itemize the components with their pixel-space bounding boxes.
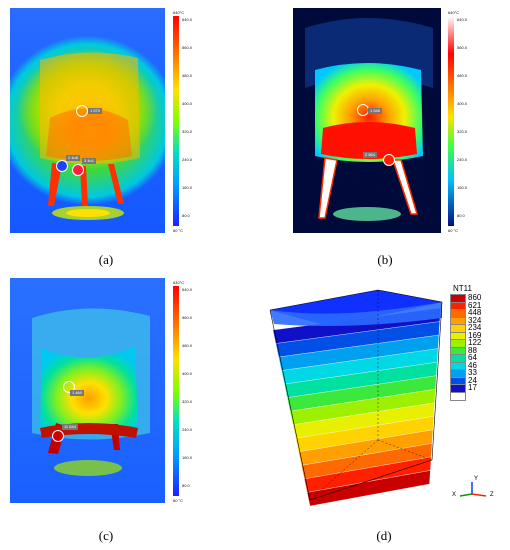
thermal-image-a: 1 570 2 4u6 3 4u1 bbox=[10, 8, 165, 233]
scale-tick: 320.0 bbox=[182, 129, 193, 134]
triad-x-label: X bbox=[452, 492, 457, 498]
scale-tick: 320.0 bbox=[182, 399, 193, 404]
scale-tick: 80.0 bbox=[457, 213, 465, 218]
contour-legend: 860 621 448 324 234 169 122 88 64 46 33 24 17 bbox=[450, 293, 510, 404]
marker-crosshair-a3 bbox=[72, 164, 84, 176]
legend-value: 33 bbox=[468, 368, 477, 377]
fem-contour-cube bbox=[269, 289, 443, 507]
legend-value: 24 bbox=[468, 375, 477, 385]
legend-value: 88 bbox=[468, 345, 477, 355]
caption-a: (a) bbox=[98, 252, 114, 267]
scale-tick: 640.0 bbox=[182, 17, 193, 22]
marker-crosshair-c2 bbox=[52, 430, 64, 442]
thermal-panel-a: 1 570 2 4u6 3 4u1 640°C 640.0 560.0 480.… bbox=[10, 8, 210, 243]
axis-triad: X Y Z bbox=[450, 476, 500, 506]
scale-tick: 160.0 bbox=[182, 185, 193, 190]
color-scale-c: 640°C 640.0 560.0 480.0 400.0 320.0 240.… bbox=[173, 280, 203, 503]
marker-label-c1: 1 460 bbox=[70, 390, 85, 396]
scale-tick: 240.0 bbox=[182, 157, 193, 162]
caption-d: (d) bbox=[376, 528, 392, 543]
triad-z-label: Z bbox=[490, 492, 494, 498]
legend-value: 17 bbox=[468, 383, 477, 392]
scale-tick: 480.0 bbox=[457, 73, 468, 78]
thermal-shapes-c bbox=[32, 308, 150, 476]
marker-crosshair-a2 bbox=[56, 160, 68, 172]
scale-bottom-label: 60 °C bbox=[173, 228, 184, 233]
thermal-panel-b: 1 545 2 664 640°C 640.0 560.0 480.0 400.… bbox=[293, 8, 493, 243]
fem-panel-d: NT11 860 621 448 324 234 169 122 88 64 46 33 24 17 X… bbox=[260, 280, 510, 520]
triad-y-label: Y bbox=[474, 476, 479, 482]
scale-tick: 560.0 bbox=[457, 45, 468, 50]
contour-band bbox=[306, 470, 431, 507]
scale-tick: 160.0 bbox=[457, 185, 468, 190]
caption-c: (c) bbox=[98, 528, 114, 543]
marker-crosshair-b2 bbox=[383, 154, 395, 166]
scale-tick: 480.0 bbox=[182, 73, 193, 78]
scale-tick: 560.0 bbox=[182, 315, 193, 320]
scale-tick: 80.0 bbox=[182, 483, 190, 488]
color-scale-b: 640°C 640.0 560.0 480.0 400.0 320.0 240.… bbox=[448, 10, 478, 233]
legend-title: NT11 bbox=[453, 284, 472, 293]
legend-value: 122 bbox=[468, 338, 482, 347]
marker-label-a2: 2 4u6 bbox=[66, 155, 81, 161]
scale-bottom-label: 60 °C bbox=[173, 498, 184, 503]
thermal-shapes-b bbox=[305, 18, 433, 221]
scale-tick: 480.0 bbox=[182, 343, 193, 348]
axis-triad-icon bbox=[459, 482, 487, 497]
legend-value: 46 bbox=[468, 360, 477, 370]
scale-tick: 160.0 bbox=[182, 455, 193, 460]
legend-value: 448 bbox=[468, 308, 482, 317]
legend-value: 234 bbox=[468, 323, 482, 332]
thermal-image-c: 1 460 11 644 bbox=[10, 278, 165, 503]
scale-tick: 400.0 bbox=[457, 101, 468, 106]
scale-tick: 400.0 bbox=[182, 371, 193, 376]
scale-tick: 560.0 bbox=[182, 45, 193, 50]
marker-crosshair-a1 bbox=[76, 105, 88, 117]
legend-value: 860 bbox=[468, 293, 482, 302]
caption-b: (b) bbox=[377, 252, 393, 267]
thermal-image-b: 1 545 2 664 bbox=[293, 8, 441, 233]
scale-top-label: 640°C bbox=[448, 10, 460, 15]
scale-tick: 80.0 bbox=[182, 213, 190, 218]
scale-tick: 240.0 bbox=[182, 427, 193, 432]
marker-label-c2: 11 644 bbox=[62, 424, 78, 430]
legend-value: 324 bbox=[468, 315, 482, 325]
scale-tick: 640.0 bbox=[457, 17, 468, 22]
marker-label-a3: 3 4u1 bbox=[82, 158, 97, 164]
legend-value: 169 bbox=[468, 330, 482, 340]
legend-value: 621 bbox=[468, 300, 482, 310]
thermal-panel-c: 1 460 11 644 640°C 640.0 560.0 480.0 400… bbox=[10, 278, 210, 513]
marker-crosshair-c1 bbox=[63, 381, 75, 393]
scale-bottom-label: 60 °C bbox=[448, 228, 459, 233]
scale-tick: 640.0 bbox=[182, 287, 193, 292]
legend-swatch bbox=[450, 391, 466, 401]
scale-tick: 320.0 bbox=[457, 129, 468, 134]
scale-tick: 400.0 bbox=[182, 101, 193, 106]
marker-label-a1: 1 570 bbox=[88, 108, 103, 114]
scale-top-label: 640°C bbox=[173, 10, 185, 15]
legend-value: 64 bbox=[468, 353, 477, 362]
color-scale-a: 640°C 640.0 560.0 480.0 400.0 320.0 240.… bbox=[173, 10, 203, 233]
scale-top-label: 640°C bbox=[173, 280, 185, 285]
scale-tick: 240.0 bbox=[457, 157, 468, 162]
thermal-shapes-a bbox=[40, 52, 140, 220]
marker-label-b1: 1 545 bbox=[368, 108, 383, 114]
marker-label-b2: 2 664 bbox=[363, 152, 378, 158]
